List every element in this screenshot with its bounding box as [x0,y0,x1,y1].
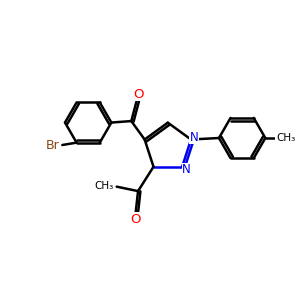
Text: CH₃: CH₃ [276,133,295,143]
Text: O: O [130,213,141,226]
Text: N: N [190,130,198,144]
Text: N: N [182,163,191,176]
Text: O: O [133,88,143,101]
Text: CH₃: CH₃ [94,181,114,191]
Text: Br: Br [45,139,59,152]
